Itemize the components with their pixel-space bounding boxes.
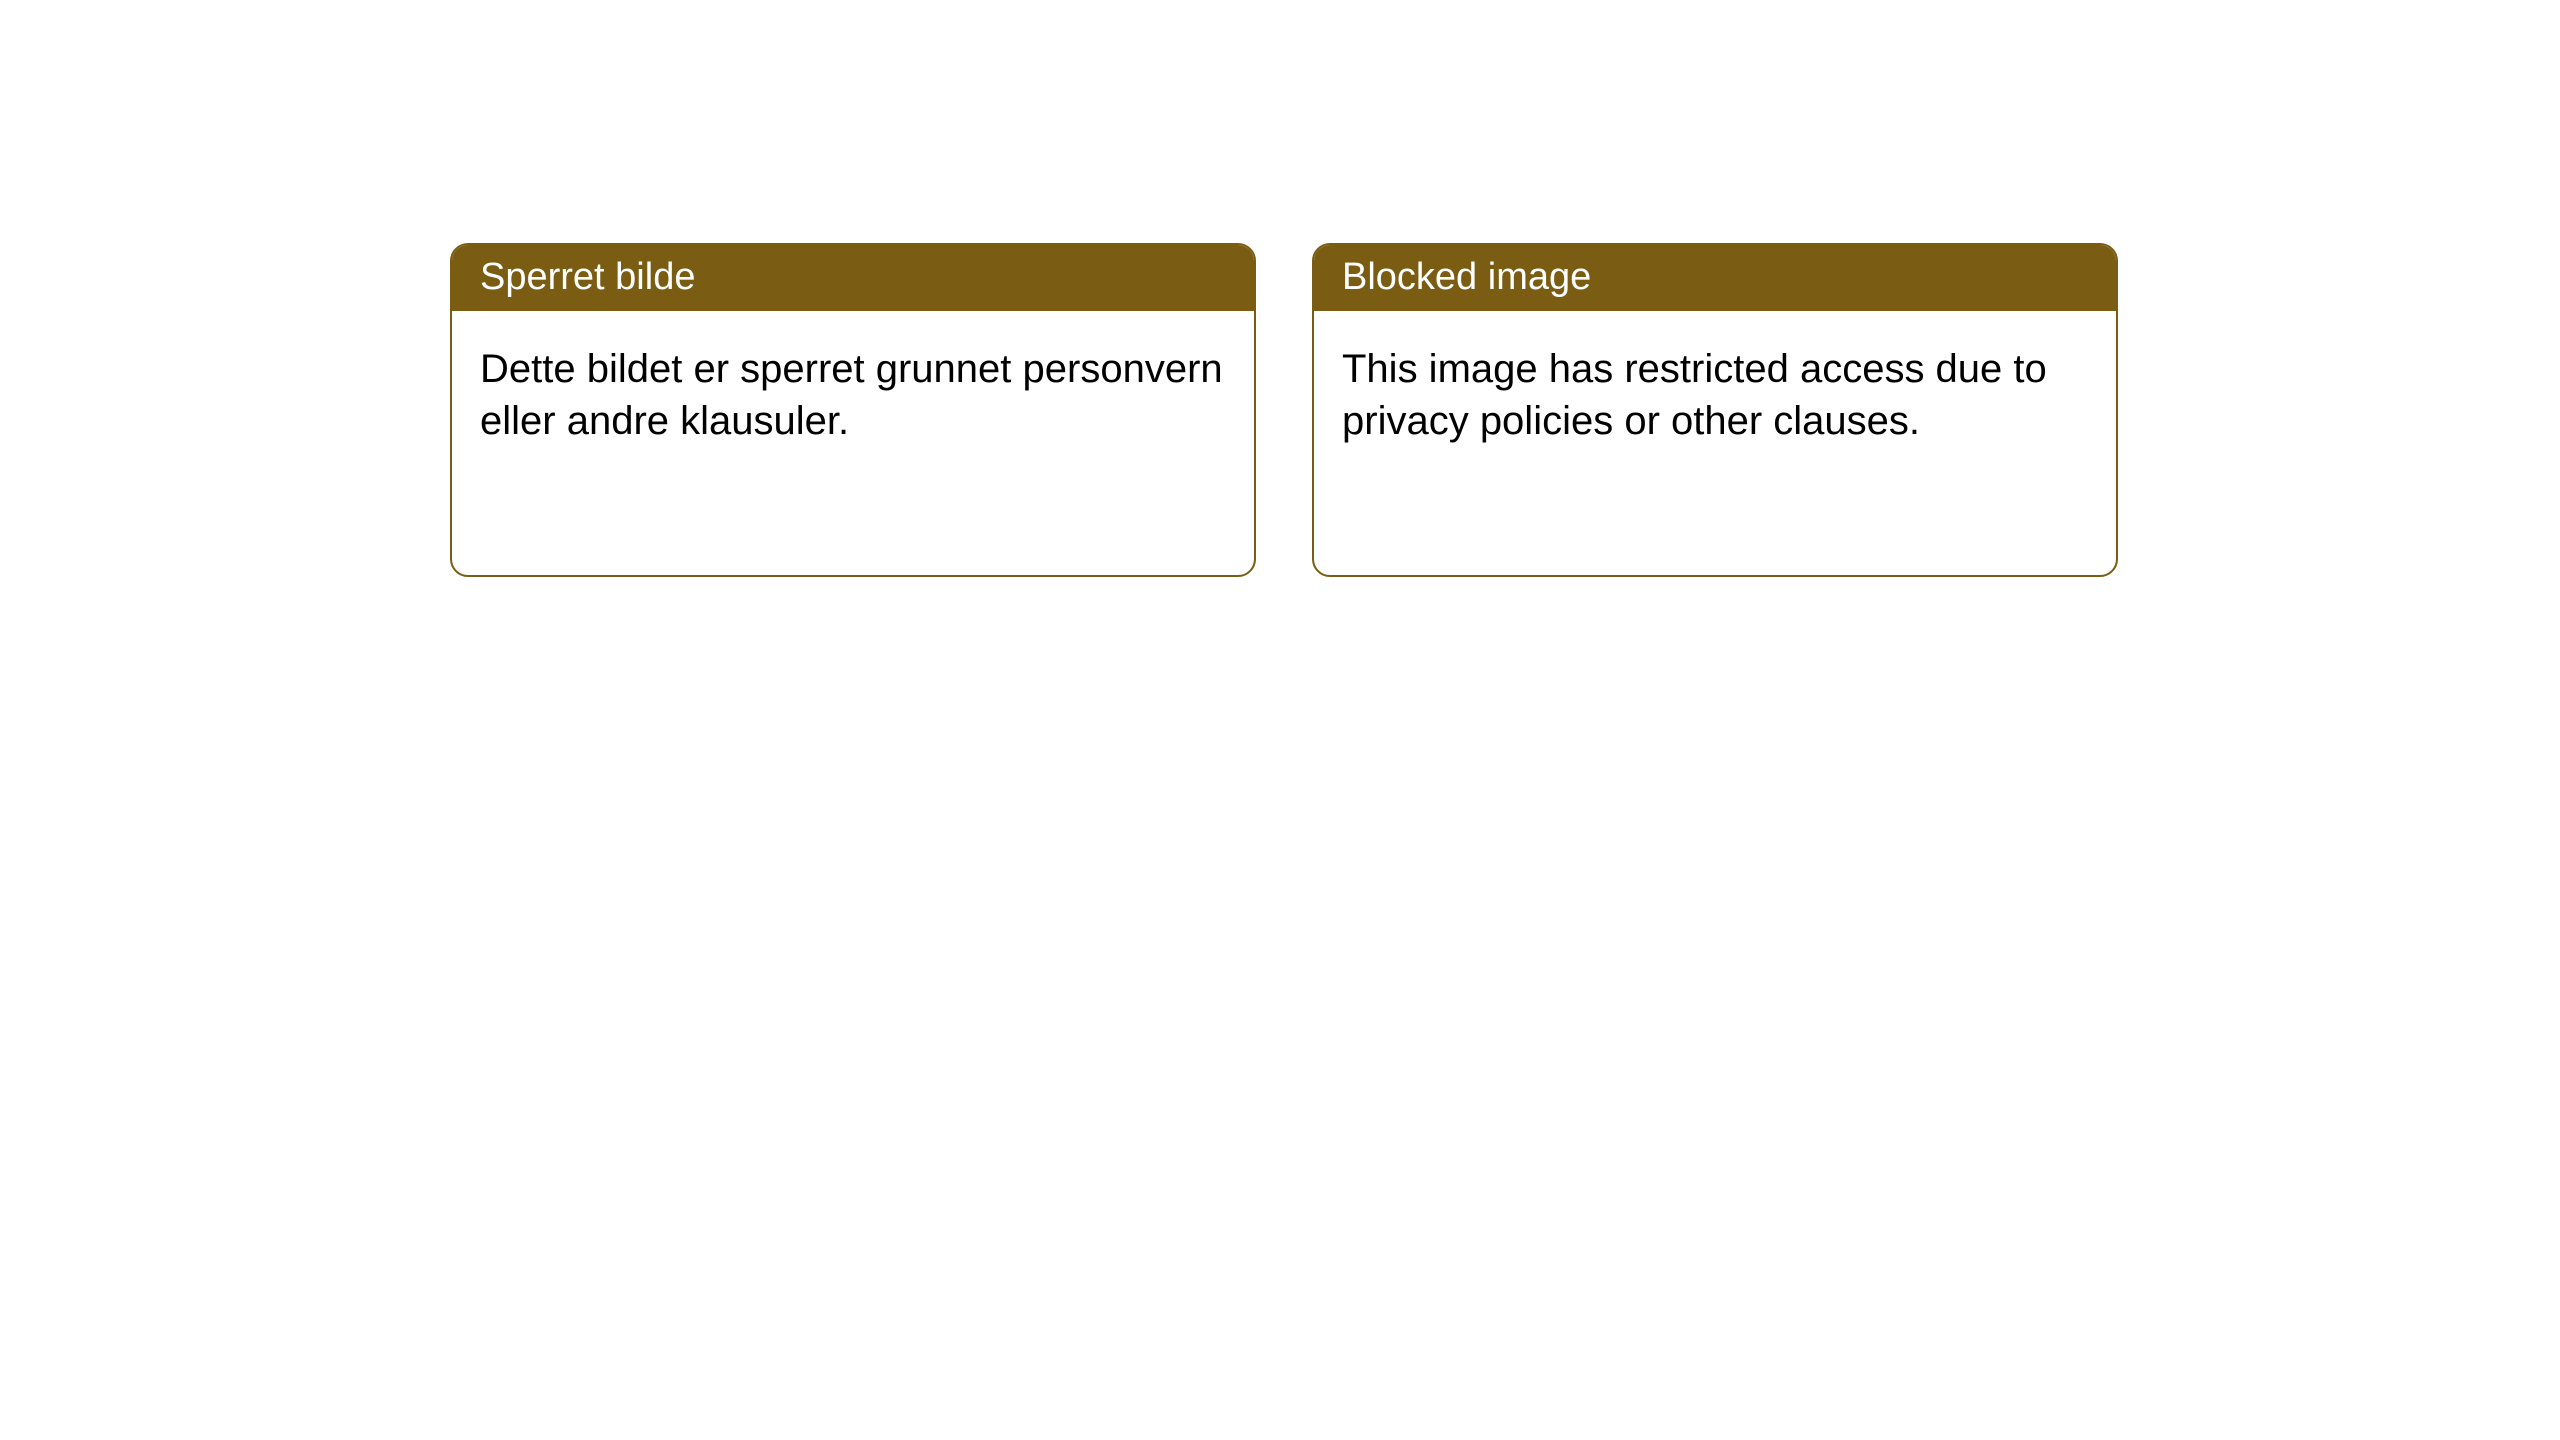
notice-box-english: Blocked image This image has restricted … [1312, 243, 2118, 577]
notice-title: Blocked image [1342, 256, 1591, 298]
notice-header: Blocked image [1314, 245, 2116, 311]
notice-body-text: This image has restricted access due to … [1342, 347, 2047, 443]
notices-container: Sperret bilde Dette bildet er sperret gr… [450, 243, 2118, 577]
notice-body: This image has restricted access due to … [1314, 311, 2116, 479]
notice-title: Sperret bilde [480, 256, 695, 298]
notice-header: Sperret bilde [452, 245, 1254, 311]
notice-box-norwegian: Sperret bilde Dette bildet er sperret gr… [450, 243, 1256, 577]
notice-body: Dette bildet er sperret grunnet personve… [452, 311, 1254, 479]
notice-body-text: Dette bildet er sperret grunnet personve… [480, 347, 1223, 443]
